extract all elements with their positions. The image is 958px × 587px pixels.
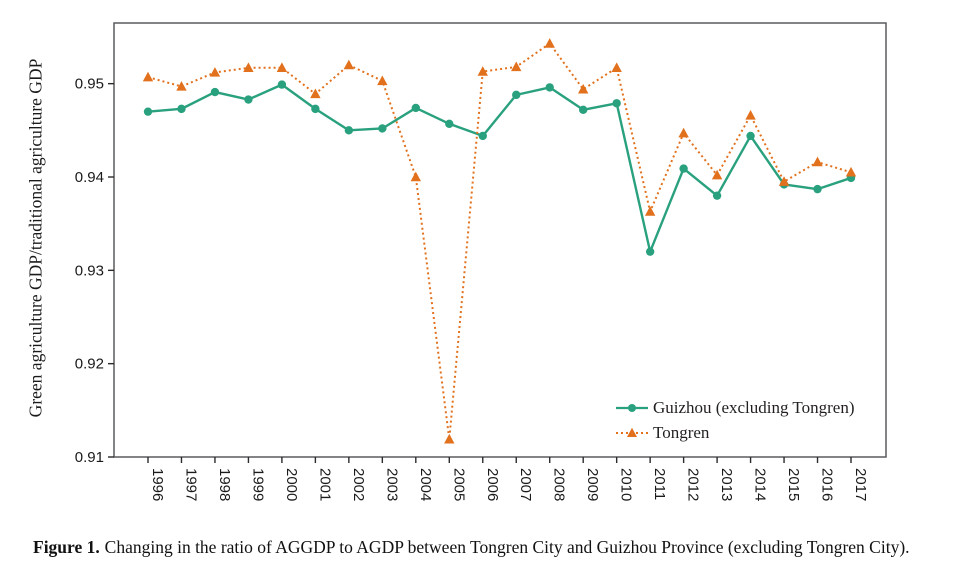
series-line-tongren [147, 42, 852, 441]
data-point-tongren [310, 88, 321, 99]
data-point-tongren [477, 66, 488, 76]
data-point-tongren [678, 127, 689, 138]
chart-canvas: 0.91 0.92 0.93 0.94 0.95 1996 1997 1998 1999 2000… [75, 22, 887, 501]
data-point-guizhou-excluding-tongren [578, 105, 588, 115]
data-point-tongren [343, 59, 355, 70]
x-tick-label: 2008 [551, 468, 568, 501]
x-tick-label: 2014 [752, 468, 769, 501]
x-tick-label: 2015 [785, 468, 802, 501]
data-point-guizhou-excluding-tongren [813, 184, 822, 194]
data-point-tongren [142, 71, 154, 82]
data-point-guizhou-excluding-tongren [277, 80, 287, 89]
x-tick-label: 2000 [283, 468, 300, 501]
data-point-tongren [444, 433, 455, 444]
y-tick-label: 0.95 [75, 76, 104, 93]
data-point-guizhou-excluding-tongren [478, 131, 487, 141]
x-tick-label: 2013 [718, 468, 735, 501]
x-tick-label: 1998 [216, 468, 233, 501]
data-point-guizhou-excluding-tongren [244, 95, 253, 104]
x-tick-label: 2017 [852, 468, 869, 501]
data-point-guizhou-excluding-tongren [712, 191, 722, 200]
data-point-tongren [243, 62, 254, 72]
data-point-tongren [644, 206, 656, 216]
plot-frame [113, 22, 887, 458]
data-point-guizhou-excluding-tongren [143, 107, 153, 116]
x-tick-label: 2005 [450, 468, 467, 501]
data-point-tongren [511, 61, 522, 72]
data-point-guizhou-excluding-tongren [645, 247, 655, 256]
legend-item-tongren: Tongren [615, 420, 855, 445]
legend-label-tongren: Tongren [653, 422, 710, 442]
data-point-guizhou-excluding-tongren [679, 164, 688, 173]
x-tick-label: 2002 [350, 468, 367, 501]
data-point-guizhou-excluding-tongren [746, 131, 755, 141]
data-point-guizhou-excluding-tongren [612, 99, 621, 108]
data-point-tongren [377, 75, 388, 86]
data-point-tongren [812, 156, 823, 167]
y-tick-label: 0.92 [75, 356, 104, 373]
y-tick-label: 0.93 [75, 262, 104, 279]
y-axis-title: Green agriculture GDP/traditional agricu… [25, 58, 46, 418]
legend-marker-line-dot-icon [616, 403, 648, 412]
x-tick-label: 1999 [249, 468, 266, 501]
x-tick-label: 2007 [517, 468, 534, 501]
data-point-tongren [845, 166, 857, 177]
data-point-guizhou-excluding-tongren [344, 126, 354, 135]
x-tick-label: 1996 [149, 468, 166, 501]
data-point-guizhou-excluding-tongren [445, 119, 454, 128]
x-tick-label: 1997 [182, 468, 199, 501]
figure-caption-label: Figure 1. [33, 537, 100, 557]
legend-label-guizhou: Guizhou (excluding Tongren) [653, 397, 855, 417]
line-chart: 0.91 0.92 0.93 0.94 0.95 1996 1997 1998 1999 2000… [25, 22, 887, 501]
data-point-tongren [410, 171, 422, 182]
series-line-guizhou-excluding-tongren [147, 83, 852, 253]
data-point-guizhou-excluding-tongren [210, 87, 220, 97]
data-point-guizhou-excluding-tongren [177, 104, 186, 114]
data-point-guizhou-excluding-tongren [545, 83, 554, 92]
x-tick-label: 2012 [685, 468, 702, 501]
x-tick-label: 2016 [819, 468, 836, 501]
y-tick-label: 0.91 [75, 449, 104, 466]
x-tick-label: 2009 [584, 468, 601, 501]
x-tick-label: 2011 [651, 468, 668, 500]
data-point-tongren [577, 83, 589, 94]
data-point-tongren [209, 67, 221, 77]
data-point-tongren [176, 81, 187, 91]
chart-legend: Guizhou (excluding Tongren) Tongren [615, 395, 855, 445]
x-tick-label: 2004 [417, 468, 434, 501]
data-point-guizhou-excluding-tongren [311, 104, 320, 114]
y-tick-label: 0.94 [75, 169, 104, 186]
legend-marker-dash-triangle-icon [616, 427, 648, 437]
data-point-tongren [611, 62, 622, 72]
x-tick-label: 2003 [383, 468, 400, 501]
data-point-guizhou-excluding-tongren [378, 124, 387, 133]
data-point-tongren [544, 38, 555, 48]
data-point-guizhou-excluding-tongren [411, 103, 421, 113]
x-tick-label: 2010 [618, 468, 635, 501]
data-point-tongren [276, 62, 288, 72]
x-tick-label: 2006 [484, 468, 501, 501]
figure-caption-text: Changing in the ratio of AGGDP to AGDP b… [104, 537, 910, 557]
data-point-tongren [745, 110, 756, 120]
data-point-guizhou-excluding-tongren [512, 90, 521, 100]
x-tick-label: 2001 [316, 468, 333, 501]
data-point-tongren [711, 169, 723, 180]
legend-item-guizhou: Guizhou (excluding Tongren) [615, 395, 855, 420]
data-point-tongren [778, 176, 790, 186]
figure-caption: Figure 1. Changing in the ratio of AGGDP … [33, 534, 928, 562]
